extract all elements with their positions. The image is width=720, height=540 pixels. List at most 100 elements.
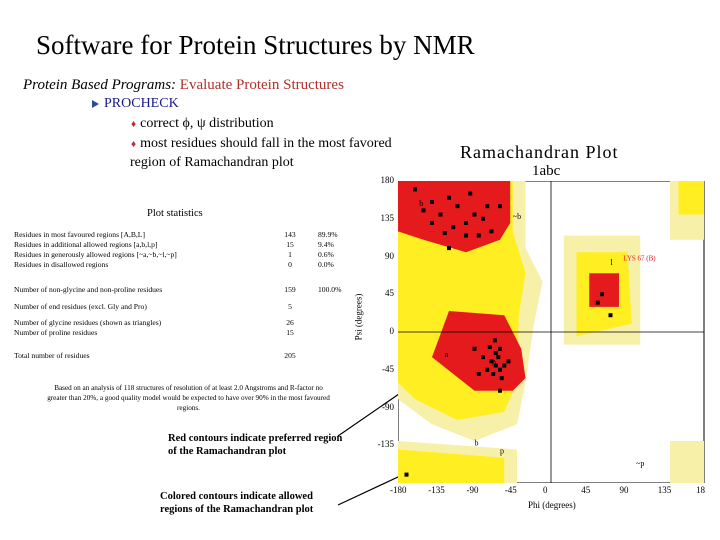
y-tick-label: -90 xyxy=(382,401,394,412)
data-point xyxy=(421,208,426,213)
x-tick-label: 45 xyxy=(581,485,591,495)
stats-row-count: 1 xyxy=(288,250,292,259)
diamond-bullet-icon: ♦ xyxy=(131,119,137,130)
y-tick-label: 45 xyxy=(385,288,394,299)
x-tick-label: -90 xyxy=(466,485,479,495)
data-point xyxy=(476,233,481,238)
caption-red-contours: Red contours indicate preferred region o… xyxy=(168,433,343,457)
stats-row-label: Number of proline residues xyxy=(14,328,98,337)
data-point xyxy=(506,359,511,364)
stats-row-label: Residues in disallowed regions xyxy=(14,260,109,269)
region-label: b xyxy=(419,199,423,208)
slide-title: Software for Protein Structures by NMR xyxy=(36,30,475,60)
x-tick-label: -180 xyxy=(390,485,407,495)
data-point xyxy=(430,199,434,204)
ramachandran-plot: b b a l Ap ~b ~p LYS 67 (B) xyxy=(398,181,705,483)
stats-row-count: 143 xyxy=(284,230,296,239)
data-point xyxy=(496,355,501,360)
stats-row-count: 0 xyxy=(288,260,292,269)
data-point xyxy=(404,472,409,477)
data-point xyxy=(498,346,502,351)
data-point xyxy=(451,225,456,230)
region-label: b xyxy=(475,438,479,447)
region-core-alpha xyxy=(432,311,526,391)
region-core-beta xyxy=(398,181,511,253)
x-axis-label: Phi (degrees) xyxy=(528,500,576,510)
data-point xyxy=(489,229,494,234)
y-tick-label: -135 xyxy=(377,439,395,450)
sub-bullet-3-continuation: region of Ramachandran plot xyxy=(130,155,294,170)
y-tick-label: -45 xyxy=(382,363,394,374)
data-point xyxy=(481,355,485,360)
x-tick-label: 18 xyxy=(696,485,705,495)
stats-row-percent: 0.0% xyxy=(318,260,334,269)
data-point xyxy=(464,233,468,238)
x-tick-label: 135 xyxy=(657,485,672,495)
data-point xyxy=(608,313,613,318)
program-name: PROCHECK xyxy=(104,96,179,111)
region-label: a xyxy=(445,350,449,359)
subtitle-prefix: Protein Based Programs: xyxy=(23,77,177,93)
data-point xyxy=(502,363,507,368)
data-point xyxy=(499,376,504,381)
sub-bullet-2: ♦ most residues should fall in the most f… xyxy=(131,136,392,152)
region-label: A xyxy=(492,359,498,368)
y-tick-label: 180 xyxy=(380,175,395,185)
stats-row-label: Number of non-glycine and non-proline re… xyxy=(14,285,163,294)
data-point xyxy=(468,191,473,196)
y-tick-label: 0 xyxy=(389,326,395,336)
region-label: p xyxy=(500,447,504,456)
plot-subtitle: 1abc xyxy=(532,163,561,179)
data-point xyxy=(493,363,498,368)
data-point xyxy=(498,388,502,393)
region-label: ~p xyxy=(636,459,644,468)
x-tick-label: 90 xyxy=(619,485,629,495)
stats-row-count: 5 xyxy=(288,302,292,311)
data-point xyxy=(438,212,443,217)
region-allowed-bottom xyxy=(398,449,505,483)
subtitle-rest: Evaluate Protein Structures xyxy=(179,77,344,93)
stats-row-percent: 0.6% xyxy=(318,250,334,259)
triangle-bullet-icon xyxy=(92,99,99,108)
data-point xyxy=(493,350,498,355)
region-allowed-topright xyxy=(678,181,704,215)
x-tick-label: -45 xyxy=(504,485,517,495)
program-bullet: PROCHECK xyxy=(92,96,179,112)
slide-subtitle: Protein Based Programs: Evaluate Protein… xyxy=(23,77,344,94)
stats-row-percent: 100.0% xyxy=(318,285,342,294)
data-point xyxy=(464,220,468,225)
data-point xyxy=(476,371,481,376)
sub-bullet-text: most residues should fall in the most fa… xyxy=(140,136,392,151)
data-point xyxy=(442,231,447,236)
data-point xyxy=(472,212,477,217)
residue-annotation: LYS 67 (B) xyxy=(623,255,656,263)
data-point xyxy=(498,204,502,209)
data-point xyxy=(485,204,490,209)
data-point xyxy=(491,371,496,376)
stats-row-count: 26 xyxy=(286,318,294,327)
data-point xyxy=(492,338,497,343)
region-label: ~b xyxy=(513,212,521,221)
sub-bullet-1: ♦ correct ϕ, ψ distribution xyxy=(131,116,274,132)
sub-bullet-text: correct ϕ, ψ distribution xyxy=(140,116,274,131)
caption-colored-contours: Colored contours indicate allowed region… xyxy=(160,491,314,515)
stats-row-label: Number of glycine residues (shown as tri… xyxy=(14,318,162,327)
data-point xyxy=(498,367,502,372)
stats-row-label: Residues in most favoured regions [A,B,L… xyxy=(14,230,145,239)
x-tick-label: -135 xyxy=(428,485,445,495)
data-point xyxy=(455,204,460,209)
data-point xyxy=(447,246,451,251)
stats-row-count: 205 xyxy=(284,351,296,360)
stats-row-percent: 9.4% xyxy=(318,240,334,249)
region-generous-bottomright xyxy=(670,441,704,483)
stats-note: Based on an analysis of 118 structures o… xyxy=(47,384,330,412)
stats-row-label: Total number of residues xyxy=(14,351,90,360)
data-point xyxy=(413,187,417,192)
stats-row-label: Residues in generously allowed regions [… xyxy=(14,250,177,259)
region-label: l xyxy=(611,258,614,267)
region-core-left-handed xyxy=(589,273,619,307)
y-tick-label: 135 xyxy=(380,212,395,223)
data-point xyxy=(489,359,494,364)
data-point xyxy=(481,216,485,221)
data-point xyxy=(472,346,477,351)
